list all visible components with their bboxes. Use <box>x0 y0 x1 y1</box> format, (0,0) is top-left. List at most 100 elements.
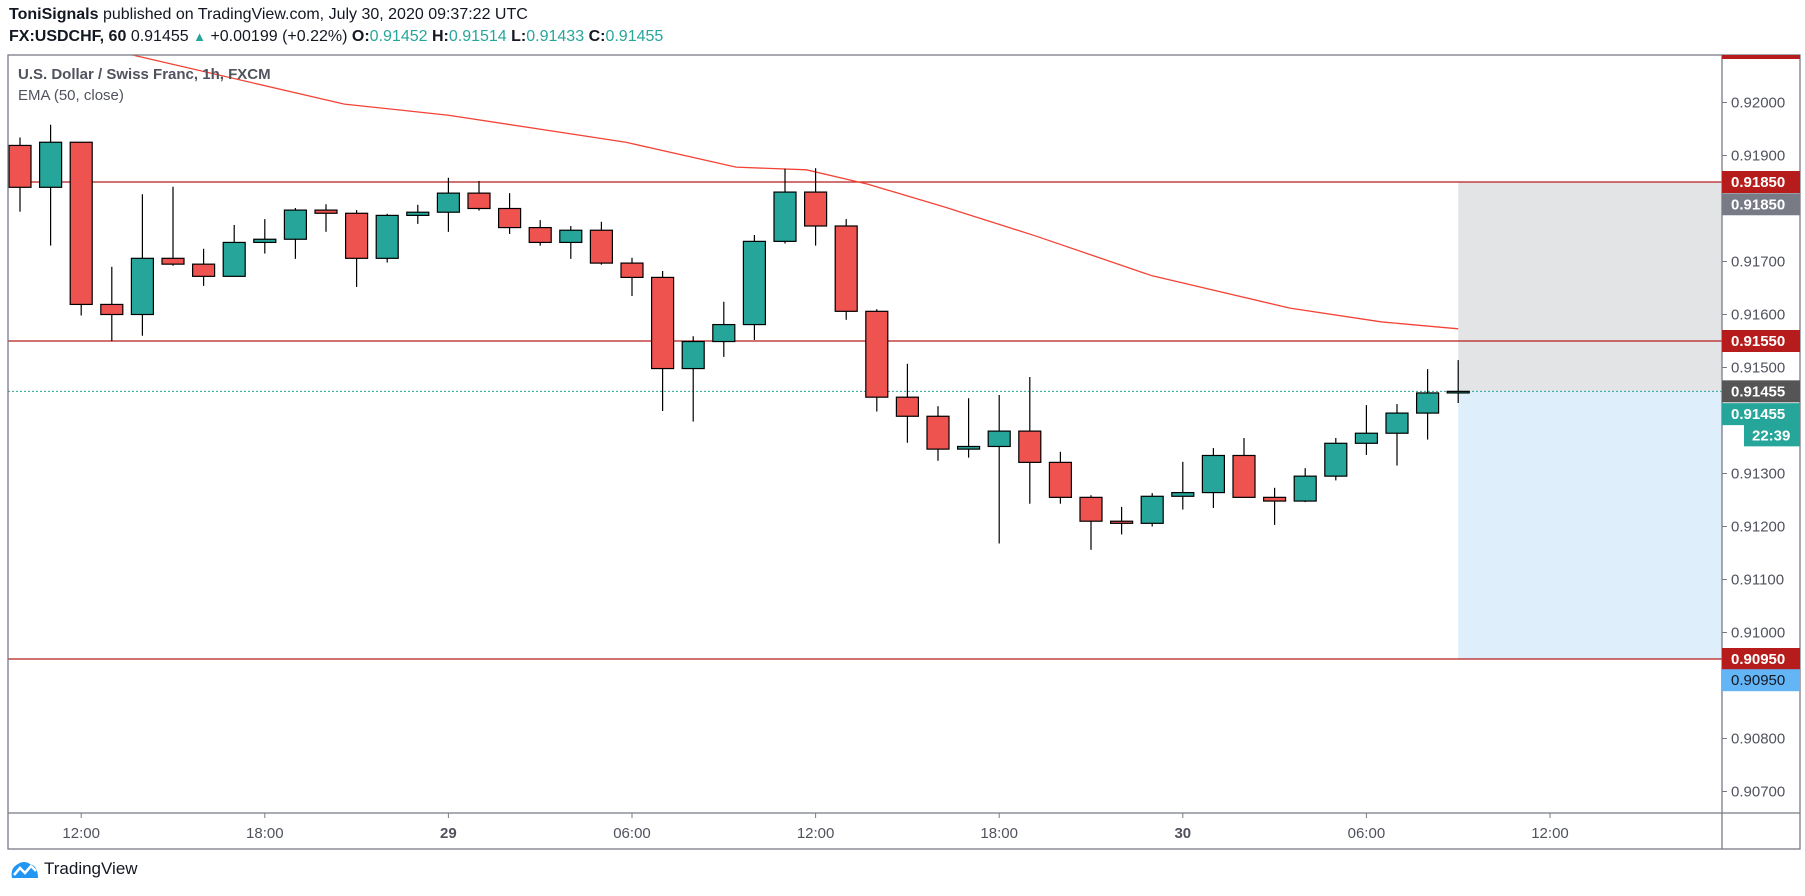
low-label: L: <box>511 28 527 45</box>
low-value: 0.91433 <box>526 28 585 45</box>
logo-text: TradingView <box>44 859 138 878</box>
candle-body <box>406 211 430 216</box>
candle-body <box>161 257 185 265</box>
candle[interactable] <box>987 395 1011 544</box>
candle[interactable] <box>253 219 277 254</box>
candle[interactable] <box>620 257 644 296</box>
candle-body <box>375 214 399 259</box>
candle-body <box>926 415 950 450</box>
publish-info: ToniSignals published on TradingView.com… <box>9 6 528 24</box>
indicator-label[interactable]: EMA (50, close) <box>18 87 124 104</box>
price-badge: 0.91550 <box>1722 330 1800 352</box>
x-tick-label: 18:00 <box>246 825 284 842</box>
candle[interactable] <box>1232 437 1256 498</box>
price-change: +0.00199 (+0.22%) <box>210 28 348 45</box>
tradingview-logo[interactable]: TradingView <box>10 858 138 880</box>
candle[interactable] <box>467 180 491 211</box>
candle-body <box>559 229 583 244</box>
candle-body <box>314 209 338 214</box>
last-price: 0.91455 <box>130 28 189 45</box>
candle[interactable] <box>283 207 307 259</box>
candle-body <box>773 191 797 242</box>
candle[interactable] <box>650 271 675 411</box>
candle[interactable] <box>406 204 430 224</box>
x-tick-label: 12:00 <box>62 825 100 842</box>
candle-body <box>803 191 828 227</box>
candle[interactable] <box>712 301 736 357</box>
y-tick-label: 0.91200 <box>1731 519 1785 536</box>
candle[interactable] <box>681 336 705 422</box>
candle[interactable] <box>559 225 583 259</box>
candle[interactable] <box>1415 369 1440 440</box>
candle[interactable] <box>803 168 828 246</box>
candle[interactable] <box>1079 495 1103 550</box>
candle[interactable] <box>69 141 93 316</box>
candle[interactable] <box>1324 437 1348 481</box>
candle[interactable] <box>100 266 124 341</box>
candle-body <box>100 303 124 316</box>
plot-pane[interactable] <box>8 54 1722 660</box>
x-tick-label: 30 <box>1174 825 1191 842</box>
candle[interactable] <box>1354 405 1379 455</box>
candle[interactable] <box>895 363 920 443</box>
candle[interactable] <box>1140 493 1164 527</box>
candle-body <box>1354 432 1379 444</box>
candle[interactable] <box>1048 451 1073 504</box>
candle-body <box>895 396 920 417</box>
candle[interactable] <box>222 224 246 277</box>
candle[interactable] <box>956 398 981 458</box>
author-name[interactable]: ToniSignals <box>9 6 99 23</box>
price-badge-bg <box>1722 171 1800 193</box>
x-tick-label: 06:00 <box>1348 825 1386 842</box>
price-badge-bg <box>1722 669 1800 692</box>
candle[interactable] <box>926 406 950 461</box>
chart-legend: U.S. Dollar / Swiss Franc, 1h, FXCM EMA … <box>18 66 271 108</box>
candle[interactable] <box>498 193 522 234</box>
candle[interactable] <box>1201 448 1226 508</box>
ema-line[interactable] <box>127 54 1459 330</box>
candle-body <box>38 141 63 188</box>
y-tick-label: 0.91000 <box>1731 625 1785 642</box>
candle-body <box>1262 496 1287 502</box>
candle[interactable] <box>528 220 552 246</box>
candle-body <box>345 212 369 259</box>
price-badge-bg <box>1722 403 1800 426</box>
candle[interactable] <box>834 219 858 320</box>
candle[interactable] <box>1262 487 1287 525</box>
candle[interactable] <box>192 248 216 286</box>
x-tick-label: 12:00 <box>1531 825 1569 842</box>
candle[interactable] <box>436 177 460 232</box>
candle[interactable] <box>1385 404 1409 466</box>
candle[interactable] <box>1293 468 1317 503</box>
x-tick-label: 06:00 <box>613 825 651 842</box>
candle-body <box>956 445 981 450</box>
candle[interactable] <box>742 235 767 340</box>
candle-body <box>742 240 767 326</box>
publish-text: published on TradingView.com, July 30, 2… <box>102 6 528 23</box>
candle[interactable] <box>773 168 797 244</box>
candle[interactable] <box>38 124 63 246</box>
candle[interactable] <box>314 204 338 232</box>
candle[interactable] <box>1171 461 1195 510</box>
open-value: 0.91452 <box>369 28 428 45</box>
candle-body <box>1171 491 1195 497</box>
candle[interactable] <box>161 186 185 266</box>
candle[interactable] <box>1018 377 1042 504</box>
take-profit-zone[interactable] <box>1458 391 1722 659</box>
candle[interactable] <box>1109 506 1134 535</box>
candle-body <box>498 207 522 229</box>
candle[interactable] <box>589 221 614 265</box>
candle[interactable] <box>865 309 889 412</box>
candle-body <box>69 141 93 306</box>
offscreen-level-marker <box>1722 55 1800 59</box>
candle[interactable] <box>8 137 32 212</box>
candle[interactable] <box>375 213 399 263</box>
candle[interactable] <box>1446 360 1470 404</box>
candle[interactable] <box>130 194 154 336</box>
candle[interactable] <box>345 210 369 287</box>
stop-loss-zone[interactable] <box>1458 182 1722 392</box>
candle-body <box>1324 442 1348 477</box>
y-tick-label: 0.90800 <box>1731 731 1785 748</box>
price-badge: 0.91455 <box>1722 403 1800 426</box>
